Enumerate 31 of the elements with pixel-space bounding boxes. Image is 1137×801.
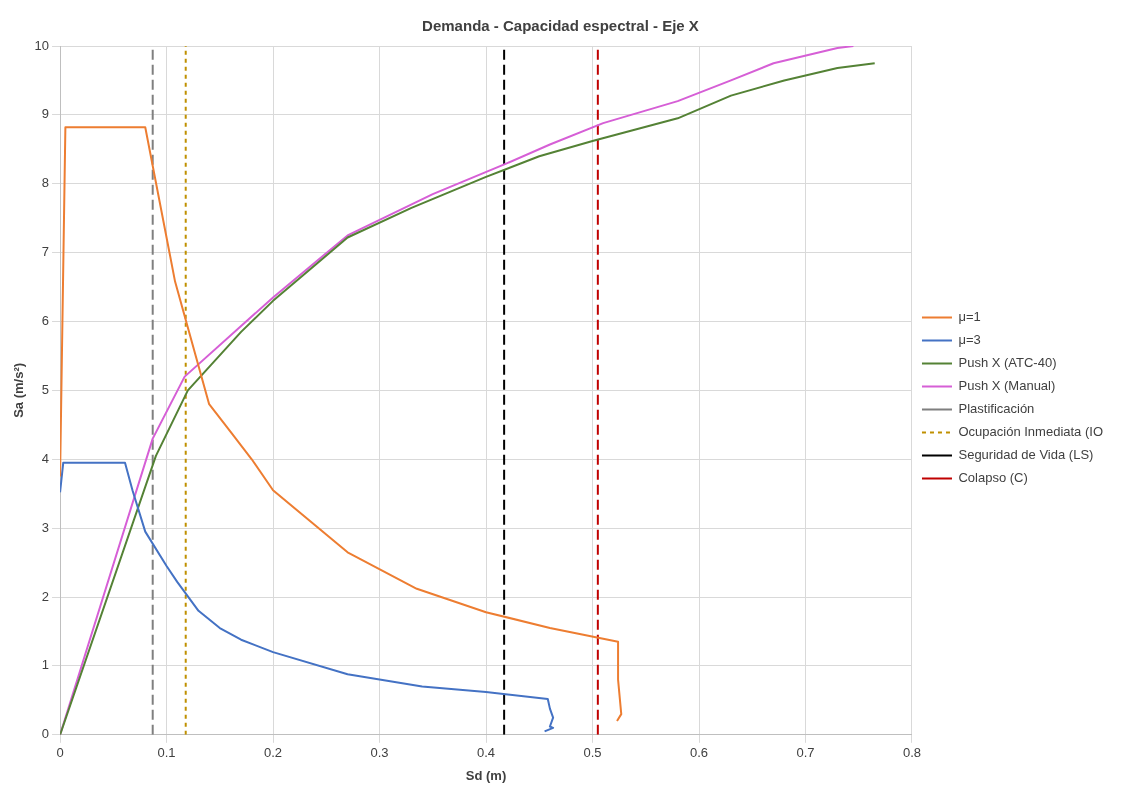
y-tick-label: 6 [41, 313, 50, 329]
x-axis-title: Sd (m) [465, 767, 507, 783]
y-tick-label: 9 [41, 106, 50, 122]
legend-label: μ=3 [958, 332, 981, 348]
legend-label: Ocupación Inmediata (IO [958, 424, 1104, 440]
x-tick-label: 0.5 [583, 745, 602, 761]
y-tick-label: 5 [41, 381, 50, 397]
x-tick-label: 0.1 [157, 745, 176, 761]
legend-label: Seguridad de Vida (LS) [958, 447, 1094, 463]
y-tick-label: 3 [41, 519, 50, 535]
x-tick-label: 0.7 [796, 745, 815, 761]
chart-title: Demanda - Capacidad espectral - Eje X [422, 17, 699, 35]
y-tick-label: 4 [41, 450, 50, 466]
x-tick-label: 0.6 [689, 745, 709, 761]
x-tick-label: 0.3 [370, 745, 389, 761]
legend-label: Colapso (C) [958, 470, 1028, 486]
y-tick-label: 10 [34, 37, 50, 53]
legend-label: Plastificación [958, 401, 1035, 417]
x-tick-label: 0.4 [476, 745, 496, 761]
legend-label: Push X (ATC-40) [958, 355, 1057, 371]
x-tick-label: 0.8 [902, 745, 922, 761]
y-tick-label: 0 [41, 726, 50, 742]
legend-label: Push X (Manual) [958, 378, 1056, 394]
y-tick-label: 7 [41, 244, 50, 260]
y-tick-label: 1 [41, 657, 50, 673]
legend-label: μ=1 [958, 309, 981, 325]
y-tick-label: 2 [41, 588, 50, 604]
y-tick-label: 8 [41, 175, 50, 191]
x-tick-label: 0 [56, 745, 64, 761]
x-tick-label: 0.2 [264, 745, 283, 761]
y-axis-title: Sa (m/s²) [11, 362, 27, 418]
